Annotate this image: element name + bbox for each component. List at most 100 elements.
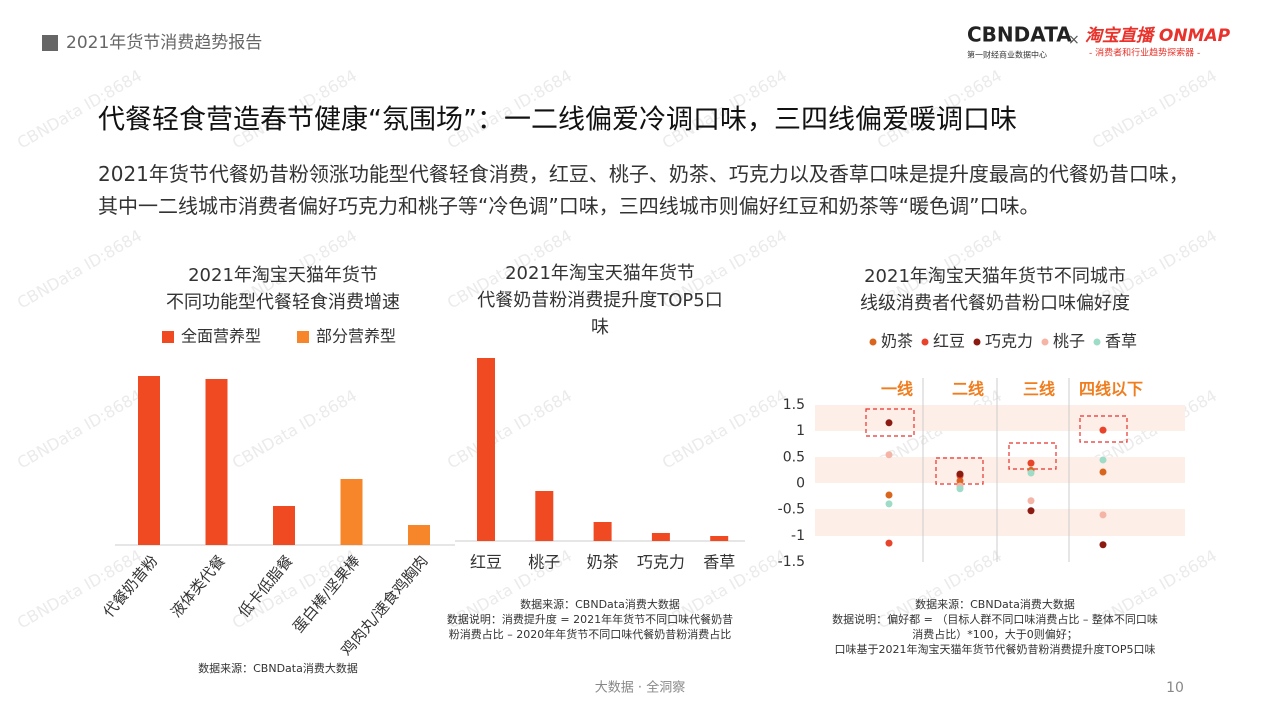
bar bbox=[710, 536, 729, 541]
chart-source: 数据来源：CBNData消费大数据 bbox=[198, 661, 358, 675]
chart-title: 2021年淘宝天猫年货节 bbox=[188, 265, 378, 286]
chart-note: 消费占比）*100，大于0则偏好； bbox=[912, 627, 1078, 641]
bar bbox=[477, 358, 495, 541]
bar bbox=[138, 376, 160, 545]
bar bbox=[408, 525, 430, 545]
legend-dot bbox=[921, 338, 929, 346]
x-tick-label: 奶茶 bbox=[587, 553, 619, 572]
watermark: CBNData ID:8684 bbox=[444, 386, 575, 473]
x-tick-label: 桃子 bbox=[528, 553, 560, 572]
x-tick-label: 香草 bbox=[703, 553, 735, 572]
group-label: 四线以下 bbox=[1079, 380, 1143, 399]
chart-title: 2021年淘宝天猫年货节 bbox=[505, 263, 695, 284]
header-title: 2021年货节消费趋势报告 bbox=[66, 33, 262, 53]
watermark: CBNData ID:8684 bbox=[14, 226, 145, 313]
legend-swatch bbox=[297, 331, 309, 343]
bar bbox=[593, 522, 612, 541]
dot bbox=[1099, 426, 1107, 434]
x-tick-label: 液体类代餐 bbox=[167, 552, 229, 621]
bar bbox=[273, 506, 295, 545]
chart-title: 线级消费者代餐奶昔粉口味偏好度 bbox=[860, 293, 1130, 314]
header-marker bbox=[42, 35, 58, 51]
y-tick-label: -1.5 bbox=[778, 554, 805, 570]
watermark: CBNData ID:8684 bbox=[14, 386, 145, 473]
dot bbox=[1027, 459, 1035, 467]
highlight-box bbox=[1008, 442, 1057, 470]
dot bbox=[885, 539, 893, 547]
chart-source: 数据来源：CBNData消费大数据 bbox=[915, 597, 1075, 611]
logo-left-sub: 第一财经商业数据中心 bbox=[967, 50, 1047, 60]
dot bbox=[885, 451, 893, 459]
group-label: 一线 bbox=[881, 380, 913, 399]
band-group bbox=[815, 405, 1185, 536]
legend-label: 红豆 bbox=[933, 332, 965, 351]
highlight-box bbox=[1079, 415, 1128, 443]
chart-note: 数据说明：偏好都 = （目标人群不同口味消费占比 – 整体不同口味 bbox=[832, 612, 1158, 626]
page-number: 10 bbox=[1166, 680, 1184, 696]
chart-note: 口味基于2021年淘宝天猫年货节代餐奶昔粉消费提升度TOP5口味 bbox=[834, 642, 1155, 656]
footer: 大数据 · 全洞察 bbox=[595, 680, 685, 696]
y-tick-label: -1 bbox=[791, 528, 805, 544]
dot bbox=[885, 500, 893, 508]
legend-dot bbox=[1093, 338, 1101, 346]
bar bbox=[651, 533, 670, 541]
highlight-box bbox=[935, 457, 984, 485]
dot bbox=[956, 477, 964, 485]
chart-note: 粉消费占比 – 2020年年货节不同口味代餐奶昔粉消费占比 bbox=[449, 627, 732, 641]
chart-title: 代餐奶昔粉消费提升度TOP5口 bbox=[477, 290, 722, 311]
legend-label: 部分营养型 bbox=[316, 327, 396, 346]
group-label: 二线 bbox=[952, 380, 984, 399]
legend-label: 巧克力 bbox=[985, 332, 1033, 351]
logo-sep: × bbox=[1068, 32, 1080, 48]
y-tick-label: -0.5 bbox=[778, 502, 805, 518]
legend-swatch bbox=[162, 331, 174, 343]
bar bbox=[205, 379, 228, 545]
logo-left: CBNDATA bbox=[967, 23, 1072, 47]
dot bbox=[885, 419, 893, 427]
dot bbox=[1099, 468, 1107, 476]
watermark: CBNData ID:8684 bbox=[659, 386, 790, 473]
logo-right: 淘宝直播 ONMAP bbox=[1085, 26, 1231, 46]
x-tick-label: 红豆 bbox=[470, 553, 502, 572]
dot bbox=[1027, 507, 1035, 515]
dot bbox=[956, 485, 964, 493]
legend-label: 香草 bbox=[1105, 332, 1137, 351]
dot bbox=[885, 491, 893, 499]
dot bbox=[1099, 456, 1107, 464]
legend-label: 奶茶 bbox=[881, 332, 913, 351]
bar bbox=[535, 491, 554, 541]
watermark: CBNData ID:8684 bbox=[1089, 66, 1220, 153]
y-tick-label: 1 bbox=[796, 423, 805, 439]
dot bbox=[1099, 541, 1107, 549]
legend-dot bbox=[869, 338, 877, 346]
legend-label: 桃子 bbox=[1053, 332, 1085, 351]
watermarks: CBNData ID:8684 CBNData ID:8684 CBNData ID… bbox=[14, 66, 1220, 633]
legend-label: 全面营养型 bbox=[181, 327, 261, 346]
dot bbox=[1099, 511, 1107, 519]
highlight-box bbox=[865, 408, 915, 437]
chart-title: 2021年淘宝天猫年货节不同城市 bbox=[864, 266, 1126, 287]
logo-right-sub: - 消费者和行业趋势探索器 - bbox=[1089, 47, 1200, 59]
band bbox=[815, 405, 1185, 431]
chart-source: 数据来源：CBNData消费大数据 bbox=[520, 597, 680, 611]
band bbox=[815, 509, 1185, 536]
dot bbox=[1027, 469, 1035, 477]
headline: 代餐轻食营造春节健康“氛围场”：一二线偏爱冷调口味，三四线偏爱暖调口味 bbox=[98, 105, 1017, 136]
highlight-boxes bbox=[865, 408, 1128, 485]
chart-title: 味 bbox=[591, 317, 609, 338]
chart-title: 不同功能型代餐轻食消费增速 bbox=[166, 292, 400, 313]
legend-dot bbox=[973, 338, 981, 346]
summary: 2021年货节代餐奶昔粉领涨功能型代餐轻食消费，红豆、桃子、奶茶、巧克力以及香草… bbox=[98, 162, 1189, 218]
y-tick-label: 1.5 bbox=[783, 397, 805, 413]
dot bbox=[1027, 497, 1035, 505]
dot bbox=[956, 470, 964, 478]
separators bbox=[922, 378, 1070, 562]
bar bbox=[340, 479, 363, 545]
legend-dot bbox=[1041, 338, 1049, 346]
y-tick-label: 0.5 bbox=[783, 449, 805, 465]
chart-note: 数据说明：消费提升度 = 2021年年货节不同口味代餐奶昔 bbox=[447, 612, 733, 626]
group-label: 三线 bbox=[1023, 380, 1055, 399]
watermark: CBNData ID:8684 bbox=[229, 386, 360, 473]
